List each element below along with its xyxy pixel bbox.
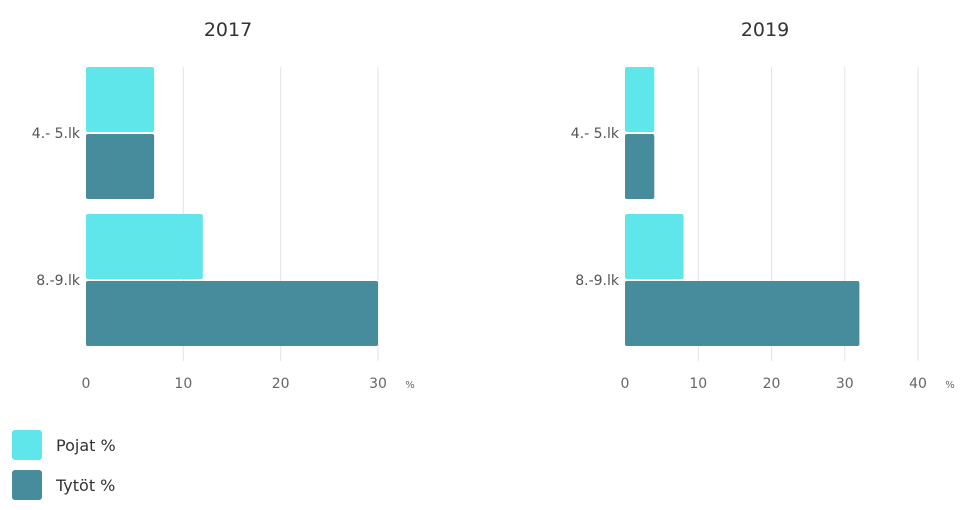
legend-label-tytot: Tytöt %	[56, 475, 116, 495]
bar-tytot-8-9-lk	[86, 281, 378, 346]
legend-item-pojat: Pojat %	[12, 430, 116, 460]
category-label: 4.- 5.lk	[32, 126, 81, 142]
tick-label: 20	[272, 376, 290, 392]
tick-label: 30	[836, 376, 854, 392]
tick-label: 0	[621, 376, 630, 392]
legend-label-pojat: Pojat %	[56, 435, 116, 455]
legend: Pojat % Tytöt %	[12, 430, 116, 510]
legend-item-tytot: Tytöt %	[12, 470, 116, 500]
tick-label: 0	[82, 376, 91, 392]
bar-pojat-4-5-lk	[86, 67, 155, 132]
bar-pojat-4-5-lk	[625, 67, 655, 132]
bar-tytot-4-5-lk	[625, 134, 655, 199]
tick-label: 10	[174, 376, 192, 392]
charts-canvas: 2017 4.- 5.lk 8.-9.lk 0 10 20 30% 2019 4.- 5.lk…	[32, 19, 955, 392]
unit-label: %	[945, 380, 955, 391]
chart-2019: 2019 4.- 5.lk 8.-9.lk 0 10 20 30 40%	[571, 19, 955, 392]
category-label: 4.- 5.lk	[571, 126, 620, 142]
unit-label: %	[405, 380, 415, 391]
legend-swatch-tytot	[12, 470, 42, 500]
chart-title: 2017	[204, 19, 252, 41]
tick-label: 10	[689, 376, 707, 392]
chart-2017: 2017 4.- 5.lk 8.-9.lk 0 10 20 30%	[32, 19, 415, 392]
chart-title: 2019	[741, 19, 789, 41]
tick-label: 30	[369, 376, 387, 392]
bar-pojat-8-9-lk	[86, 214, 203, 279]
bar-pojat-8-9-lk	[625, 214, 684, 279]
tick-label: 40	[909, 376, 927, 392]
tick-label: 20	[763, 376, 781, 392]
category-label: 8.-9.lk	[575, 273, 620, 289]
bar-tytot-4-5-lk	[86, 134, 155, 199]
legend-swatch-pojat	[12, 430, 42, 460]
bar-tytot-8-9-lk	[625, 281, 860, 346]
category-label: 8.-9.lk	[36, 273, 81, 289]
